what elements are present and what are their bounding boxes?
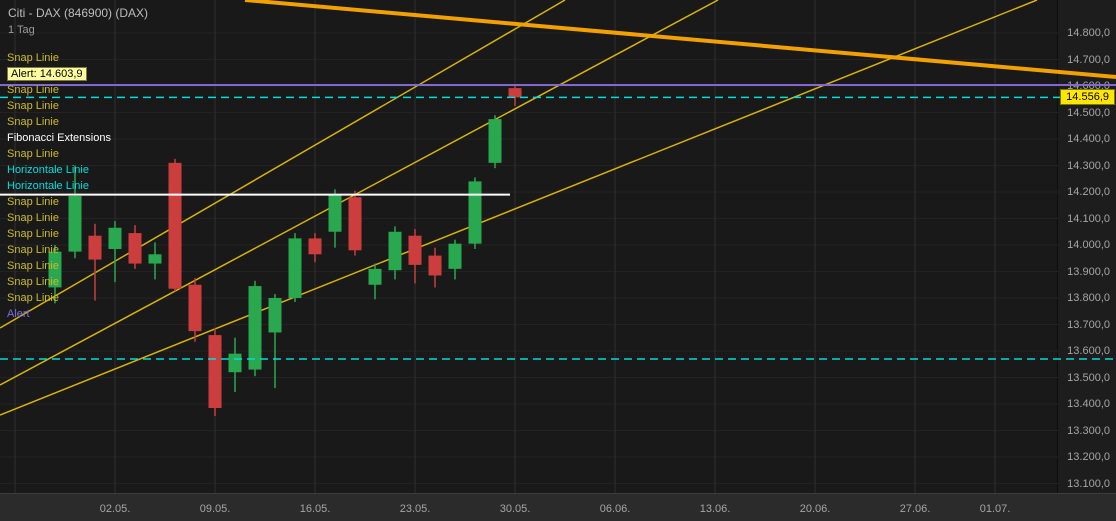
object-label-snap-linie-text: Snap Linie: [7, 276, 59, 288]
object-label-alert-text: Alert: [7, 308, 30, 320]
y-axis-label: 13.400,0: [1067, 398, 1110, 410]
object-label-snap-linie-text: Snap Linie: [7, 292, 59, 304]
y-axis-label: 13.200,0: [1067, 451, 1110, 463]
candle-body: [448, 243, 462, 269]
object-label-snap-linie-text: Snap Linie: [7, 212, 59, 224]
x-axis-label: 09.05.: [199, 503, 231, 515]
candle-body: [288, 238, 302, 298]
candle-body: [328, 194, 342, 232]
y-axis-label: 13.600,0: [1067, 345, 1110, 357]
price-axis[interactable]: 14.800,0 14.700,0 14.600,0 14.500,0 14.400,0…: [1057, 0, 1116, 493]
x-axis-label: 13.06.: [699, 503, 731, 515]
y-axis-label: 13.300,0: [1067, 424, 1110, 437]
object-label-horizontale-linie[interactable]: Horizontale Linie: [7, 178, 111, 194]
object-label-snap-linie[interactable]: Snap Linie: [7, 82, 111, 98]
object-label-alert[interactable]: Alert: [7, 306, 111, 322]
candle-body: [268, 298, 282, 333]
y-axis-label: 14.000,0: [1067, 239, 1110, 251]
y-axis-label: 13.900,0: [1067, 265, 1110, 278]
y-axis-label: 14.600,0: [1067, 80, 1110, 92]
object-label-fibonacci-extensions-text: Fibonacci Extensions: [7, 132, 111, 144]
candle-body: [468, 181, 482, 244]
object-label-snap-linie-text: Snap Linie: [7, 228, 59, 240]
x-axis-label: 01.07.: [979, 503, 1011, 515]
x-axis-label: 27.06.: [899, 503, 931, 515]
object-label-snap-linie-text: Snap Linie: [7, 148, 59, 160]
candle-body: [128, 233, 142, 264]
x-axis-label: 30.05.: [499, 503, 531, 515]
candle-body: [108, 227, 122, 249]
object-label-snap-linie-text: Snap Linie: [7, 52, 59, 64]
object-label-snap-linie[interactable]: Snap Linie: [7, 194, 111, 210]
object-label-snap-linie[interactable]: Snap Linie: [7, 98, 111, 114]
y-axis-label: 14.700,0: [1067, 53, 1110, 66]
y-axis-label: 14.800,0: [1067, 27, 1110, 39]
trend-line-2[interactable]: [0, 0, 719, 386]
instrument-title: Citi - DAX (846900) (DAX): [8, 6, 149, 20]
x-axis-label: 16.05.: [299, 503, 331, 515]
object-label-snap-linie[interactable]: Snap Linie: [7, 226, 111, 242]
object-label-snap-linie[interactable]: Snap Linie: [7, 210, 111, 226]
orange-trend-line[interactable]: [244, 0, 1116, 79]
object-label-snap-linie[interactable]: Snap Linie: [7, 50, 111, 66]
y-axis-label: 14.500,0: [1067, 106, 1110, 119]
object-label-horizontale-linie-text: Horizontale Linie: [7, 180, 89, 192]
y-axis-label: 14.100,0: [1067, 212, 1110, 225]
object-label-snap-linie-text: Snap Linie: [7, 100, 59, 112]
candle-body: [68, 195, 82, 252]
object-label-snap-linie[interactable]: Snap Linie: [7, 114, 111, 130]
object-label-snap-linie-text: Snap Linie: [7, 244, 59, 256]
trend-line-3[interactable]: [0, 0, 1038, 416]
candle-body: [248, 286, 262, 370]
object-label-snap-linie-text: Snap Linie: [7, 116, 59, 128]
candle-body: [428, 255, 442, 276]
object-label-snap-linie-text: Snap Linie: [7, 196, 59, 208]
candle-body: [308, 238, 322, 255]
x-axis-label: 02.05.: [99, 503, 131, 515]
current-price-badge: 14.556,9: [1060, 89, 1115, 106]
candle-body: [408, 235, 422, 265]
alert-badge-text: Alert: 14.603,9: [7, 67, 87, 81]
candle-body: [148, 254, 162, 264]
y-axis-label: 13.500,0: [1067, 371, 1110, 384]
y-axis-label: 14.300,0: [1067, 159, 1110, 172]
candle-body: [388, 231, 402, 271]
x-axis-label: 23.05.: [399, 503, 431, 515]
candle-body: [48, 251, 62, 288]
drawing-objects-list: Snap Linie Alert: 14.603,9 Snap Linie Snap …: [7, 50, 111, 322]
candle-body: [348, 197, 362, 251]
time-axis[interactable]: 02.05. 09.05. 16.05. 23.05. 30.05. 06.06. 13.0…: [0, 493, 1116, 521]
object-label-snap-linie-text: Snap Linie: [7, 260, 59, 272]
timeframe-label[interactable]: 1 Tag: [8, 24, 35, 36]
candle-body: [168, 162, 182, 289]
y-axis-label: 13.100,0: [1067, 477, 1110, 490]
alert-badge[interactable]: Alert: 14.603,9: [7, 66, 111, 82]
chart-header: Citi - DAX (846900) (DAX) 1 Tag: [8, 5, 148, 39]
candle-body: [488, 119, 502, 163]
object-label-snap-linie[interactable]: Snap Linie: [7, 290, 111, 306]
object-label-horizontale-linie-text: Horizontale Linie: [7, 164, 89, 176]
object-label-snap-linie[interactable]: Snap Linie: [7, 242, 111, 258]
x-axis-label: 20.06.: [799, 503, 831, 515]
y-axis-label: 13.800,0: [1067, 292, 1110, 304]
y-axis-label: 14.400,0: [1067, 133, 1110, 145]
object-label-snap-linie[interactable]: Snap Linie: [7, 146, 111, 162]
object-label-fibonacci-extensions[interactable]: Fibonacci Extensions: [7, 130, 111, 146]
candle-body: [228, 353, 242, 373]
x-axis-label: 06.06.: [599, 503, 631, 515]
y-axis-label: 14.200,0: [1067, 186, 1110, 198]
object-label-snap-linie[interactable]: Snap Linie: [7, 274, 111, 290]
candle-body: [368, 268, 382, 285]
object-label-snap-linie-text: Snap Linie: [7, 84, 59, 96]
candle-body: [88, 235, 102, 260]
y-axis-label: 13.700,0: [1067, 318, 1110, 331]
object-label-horizontale-linie[interactable]: Horizontale Linie: [7, 162, 111, 178]
candle-body: [188, 284, 202, 332]
trend-line-1[interactable]: [0, 0, 566, 329]
candle-body: [508, 88, 522, 98]
candle-body: [208, 335, 222, 408]
object-label-snap-linie[interactable]: Snap Linie: [7, 258, 111, 274]
